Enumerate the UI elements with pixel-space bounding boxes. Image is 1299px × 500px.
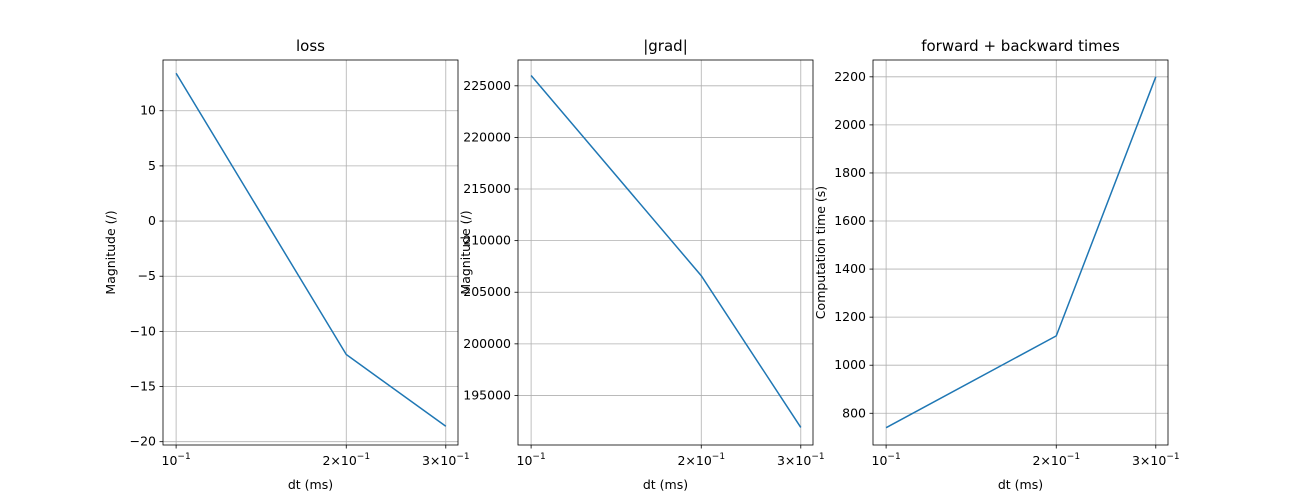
x-tick-label: 10−1 [517,452,546,468]
y-tick-label: 1400 [834,261,866,276]
x-tick-label-base: 3×10 [777,453,811,468]
y-tick-label: 800 [842,405,866,420]
x-tick-label: 10−1 [872,452,901,468]
x-tick-label: 2×10−1 [322,452,370,468]
x-tick-label-exponent: −1 [456,452,469,462]
series-line [175,72,447,427]
plot-frame [162,59,459,446]
x-tick-label-exponent: −1 [887,452,900,462]
chart-title: loss [296,37,325,55]
y-tick-label: 220000 [463,129,511,144]
series-line [885,76,1157,429]
x-tick-label-base: 10 [872,453,888,468]
x-tick-label: 3×10−1 [777,452,825,468]
y-tick-label: 225000 [463,78,511,93]
x-tick-label-base: 3×10 [422,453,456,468]
y-tick-label: −10 [130,323,156,338]
plot-frame [872,59,1169,446]
y-tick-label: 205000 [463,284,511,299]
y-tick-label: 195000 [463,387,511,402]
y-tick-label: −20 [130,434,156,449]
y-tick-label: 210000 [463,233,511,248]
x-tick-label: 2×10−1 [1032,452,1080,468]
y-tick-label: −15 [130,379,156,394]
y-axis-label: Magnitude (/) [103,210,118,294]
x-axis-label: dt (ms) [288,477,333,492]
x-tick-label-base: 2×10 [677,453,711,468]
y-axis-label: Magnitude (/) [458,210,473,294]
x-tick-label-exponent: −1 [532,452,545,462]
y-tick-label: 200000 [463,336,511,351]
y-tick-label: 5 [148,158,156,173]
x-tick-label-exponent: −1 [177,452,190,462]
x-axis-label: dt (ms) [643,477,688,492]
x-axis-label: dt (ms) [998,477,1043,492]
x-tick-label-exponent: −1 [712,452,725,462]
x-tick-label-exponent: −1 [1166,452,1179,462]
x-tick-label: 2×10−1 [677,452,725,468]
y-axis-label: Computation time (s) [813,186,828,319]
y-tick-label: 1200 [834,309,866,324]
y-tick-label: 2200 [834,69,866,84]
x-tick-label-base: 10 [517,453,533,468]
y-tick-label: 215000 [463,181,511,196]
x-tick-label-base: 2×10 [322,453,356,468]
x-tick-label-exponent: −1 [1067,452,1080,462]
y-tick-label: 0 [148,213,156,228]
y-tick-label: −5 [138,268,156,283]
x-tick-label: 3×10−1 [422,452,470,468]
y-tick-label: 1000 [834,357,866,372]
x-tick-label-exponent: −1 [357,452,370,462]
y-tick-label: 2000 [834,117,866,132]
y-tick-label: 1600 [834,213,866,228]
x-tick-label-base: 10 [162,453,178,468]
series-line [530,74,802,428]
y-tick-label: 10 [140,103,156,118]
chart-title: |grad| [643,37,688,55]
x-tick-label-base: 3×10 [1132,453,1166,468]
plot-frame [517,59,814,446]
x-tick-label-base: 2×10 [1032,453,1066,468]
chart-panel-2: 195000 200000 205000 210000 215000 220000 2250… [458,37,825,492]
x-tick-label: 10−1 [162,452,191,468]
x-tick-label: 3×10−1 [1132,452,1180,468]
y-tick-label: 1800 [834,165,866,180]
chart-title: forward + backward times [921,37,1120,55]
x-tick-label-exponent: −1 [811,452,824,462]
